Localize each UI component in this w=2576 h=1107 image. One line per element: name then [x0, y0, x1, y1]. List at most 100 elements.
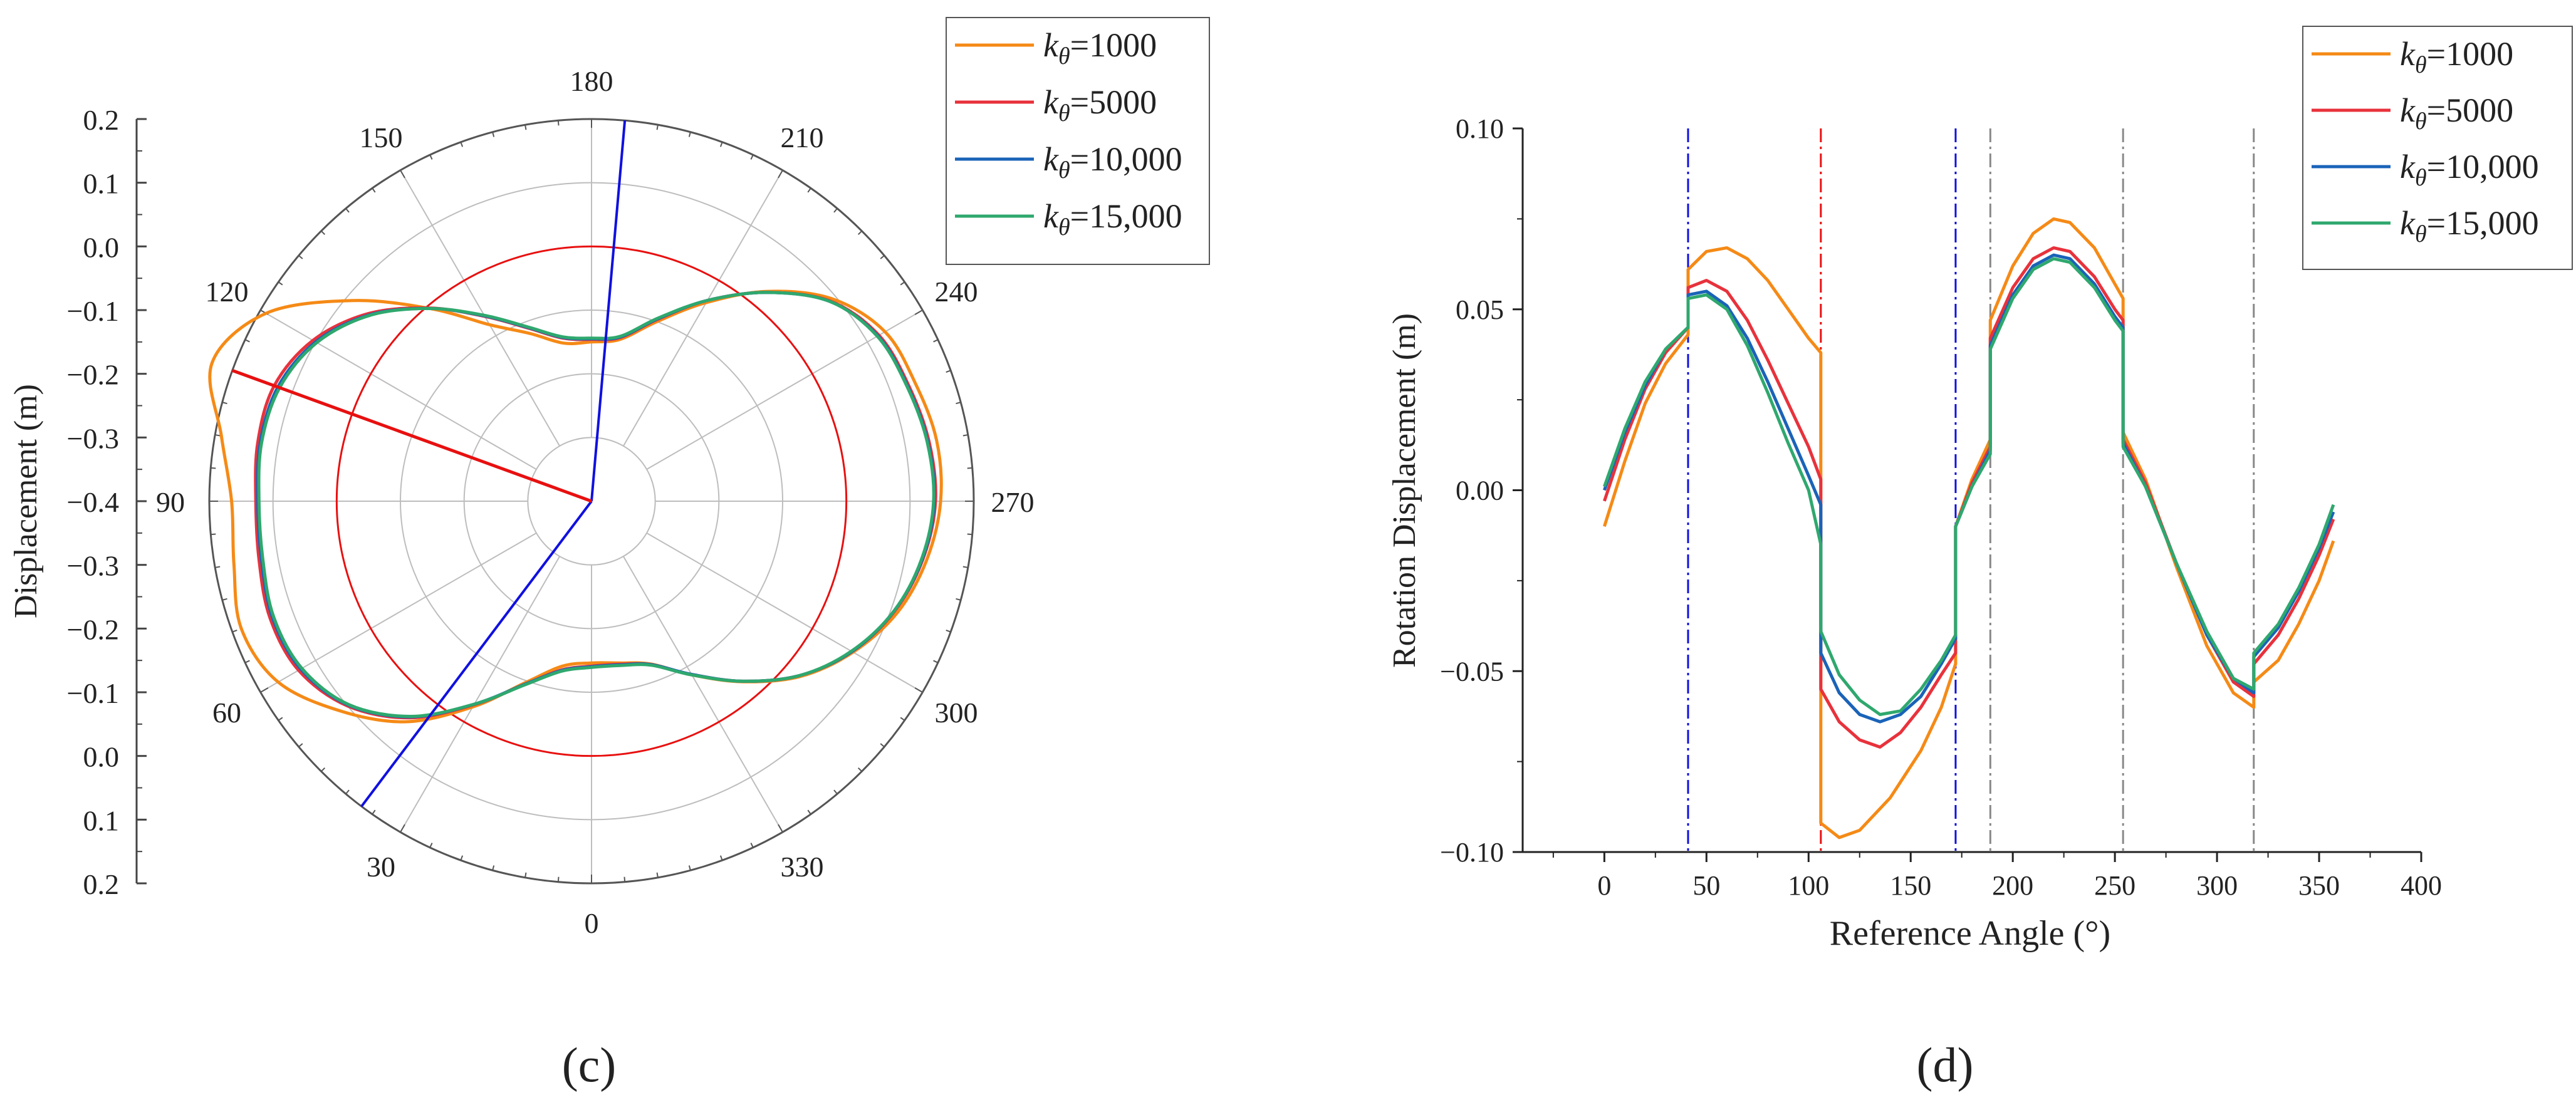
polar-angle-tick: [656, 872, 659, 878]
legend-label-k-15-000: kθ=15,000: [2400, 204, 2539, 247]
polar-angle-tick: [914, 687, 923, 693]
x-tick-label: 350: [2298, 870, 2340, 901]
polar-chart-panel: 0.2 0.1 0.0 −0.1 −0.2 −0.3 −0.4 −0.3 −0.2 −0.1 0.0…: [8, 17, 1210, 1092]
legend-label-k-15-000: kθ=15,000: [1043, 197, 1182, 241]
radial-axis-tick-label: −0.1: [67, 295, 119, 327]
legend-symbol: k: [1043, 140, 1059, 178]
x-axis-label: Reference Angle (°): [1830, 914, 2110, 953]
polar-angle-tick: [244, 660, 250, 663]
zero-reference-circle: [335, 245, 848, 757]
y-tick-label: −0.10: [1440, 837, 1504, 868]
radial-axis-tick-label: −0.3: [67, 550, 119, 582]
angle-label-120: 120: [206, 276, 249, 308]
polar-angle-tick: [372, 809, 376, 815]
legend-symbol: k: [2400, 91, 2416, 129]
legend-label-k-1000: kθ=1000: [1043, 26, 1157, 70]
y-axis-label: Rotation Displacement (m): [1387, 313, 1422, 668]
polar-angle-tick: [400, 170, 405, 179]
polar-angle-tick: [900, 717, 905, 721]
polar-angle-tick: [345, 208, 350, 213]
radial-axis-tick-label: 0.0: [83, 231, 120, 263]
radial-axis-tick-label: −0.2: [67, 613, 119, 645]
polar-angle-tick: [946, 370, 951, 373]
x-tick-label: 0: [1597, 870, 1611, 901]
polar-angle-tick: [833, 789, 838, 794]
legend-value: =1000: [1070, 26, 1157, 64]
reference-lines: [231, 120, 627, 808]
polar-angle-tick: [278, 717, 283, 721]
polar-angle-tick: [688, 865, 691, 871]
legend-subscript: θ: [1058, 214, 1070, 241]
polar-grid-spoke: [622, 556, 783, 833]
legend-subscript: θ: [2415, 108, 2427, 135]
polar-grid-spoke: [400, 170, 561, 447]
x-tick-label: 400: [2401, 870, 2442, 901]
legend-symbol: k: [1043, 26, 1059, 64]
angle-label-30: 30: [367, 851, 395, 883]
angle-label-150: 150: [360, 122, 403, 153]
x-tick-label: 300: [2196, 870, 2238, 901]
legend-subscript: θ: [1058, 100, 1070, 127]
radial-axis-tick-label: 0.2: [83, 104, 120, 136]
polar-angle-tick: [750, 154, 754, 160]
legend-value: =5000: [2427, 91, 2513, 129]
angle-label-300: 300: [934, 697, 978, 729]
polar-angle-tick: [857, 230, 863, 236]
polar-series-k-15-000: [257, 291, 936, 719]
polar-angle-tick: [429, 154, 433, 160]
polar-angle-tick: [429, 843, 433, 848]
legend-label-k-10-000: kθ=10,000: [2400, 148, 2539, 191]
y-tick-label: 0.10: [1456, 113, 1504, 144]
polar-angle-tick: [492, 132, 495, 137]
legend-label-k-5000: kθ=5000: [1043, 83, 1157, 127]
polar-angle-tick: [298, 255, 303, 259]
line-chart-panel: 0 50 100 150 200 250 300 350 400 −0.10 −0.05 0.00 0.…: [1387, 26, 2573, 1092]
polar-angle-tick: [278, 281, 283, 286]
polar-grid: [208, 118, 975, 885]
legend-subscript: θ: [1058, 43, 1070, 70]
legend-label-k-1000: kθ=1000: [2400, 35, 2513, 78]
polar-angle-tick: [656, 125, 659, 130]
polar-angle-tick: [244, 339, 250, 343]
angle-label-60: 60: [212, 697, 241, 729]
caption-c: (c): [562, 1037, 617, 1092]
line-legend-box: [2302, 26, 2573, 270]
legend-symbol: k: [2400, 204, 2416, 242]
angle-label-90: 90: [156, 486, 185, 518]
legend-value: =1000: [2427, 35, 2513, 73]
polar-angle-tick: [222, 402, 227, 405]
legend-value: =5000: [1070, 83, 1157, 121]
legend-symbol: k: [1043, 197, 1059, 235]
polar-grid-spoke: [400, 556, 561, 833]
polar-angle-tick: [807, 187, 811, 193]
radial-axis-tick-label: 0.2: [83, 868, 120, 900]
polar-angle-tick: [372, 187, 376, 193]
polar-angle-tick: [557, 120, 560, 126]
polar-angle-tick: [778, 170, 783, 179]
polar-angle-tick: [215, 566, 221, 568]
polar-series: [208, 289, 943, 724]
radial-axis-tick-label: −0.3: [67, 422, 119, 454]
radial-axis: 0.2 0.1 0.0 −0.1 −0.2 −0.3 −0.4 −0.3 −0.2 −0.1 0.0…: [67, 104, 147, 900]
angle-label-210: 210: [781, 122, 824, 153]
polar-angle-tick: [298, 743, 303, 747]
red-radial-line: [231, 369, 592, 503]
polar-angle-tick: [956, 402, 961, 405]
x-tick-label: 200: [1992, 870, 2033, 901]
radial-axis-tick-label: −0.2: [67, 359, 119, 391]
polar-angle-tick: [962, 566, 968, 568]
polar-angle-tick: [933, 660, 939, 663]
blue-radial-line: [360, 500, 593, 808]
polar-angle-tick: [557, 876, 560, 882]
polar-angle-tick: [880, 255, 885, 259]
angle-label-270: 270: [991, 486, 1035, 518]
polar-grid-spoke: [622, 170, 783, 447]
polar-angle-tick: [232, 629, 237, 633]
polar-angle-tick: [524, 125, 527, 130]
polar-angle-tick: [967, 467, 973, 469]
polar-angle-tick: [460, 855, 464, 861]
polar-angle-tick: [345, 789, 350, 794]
